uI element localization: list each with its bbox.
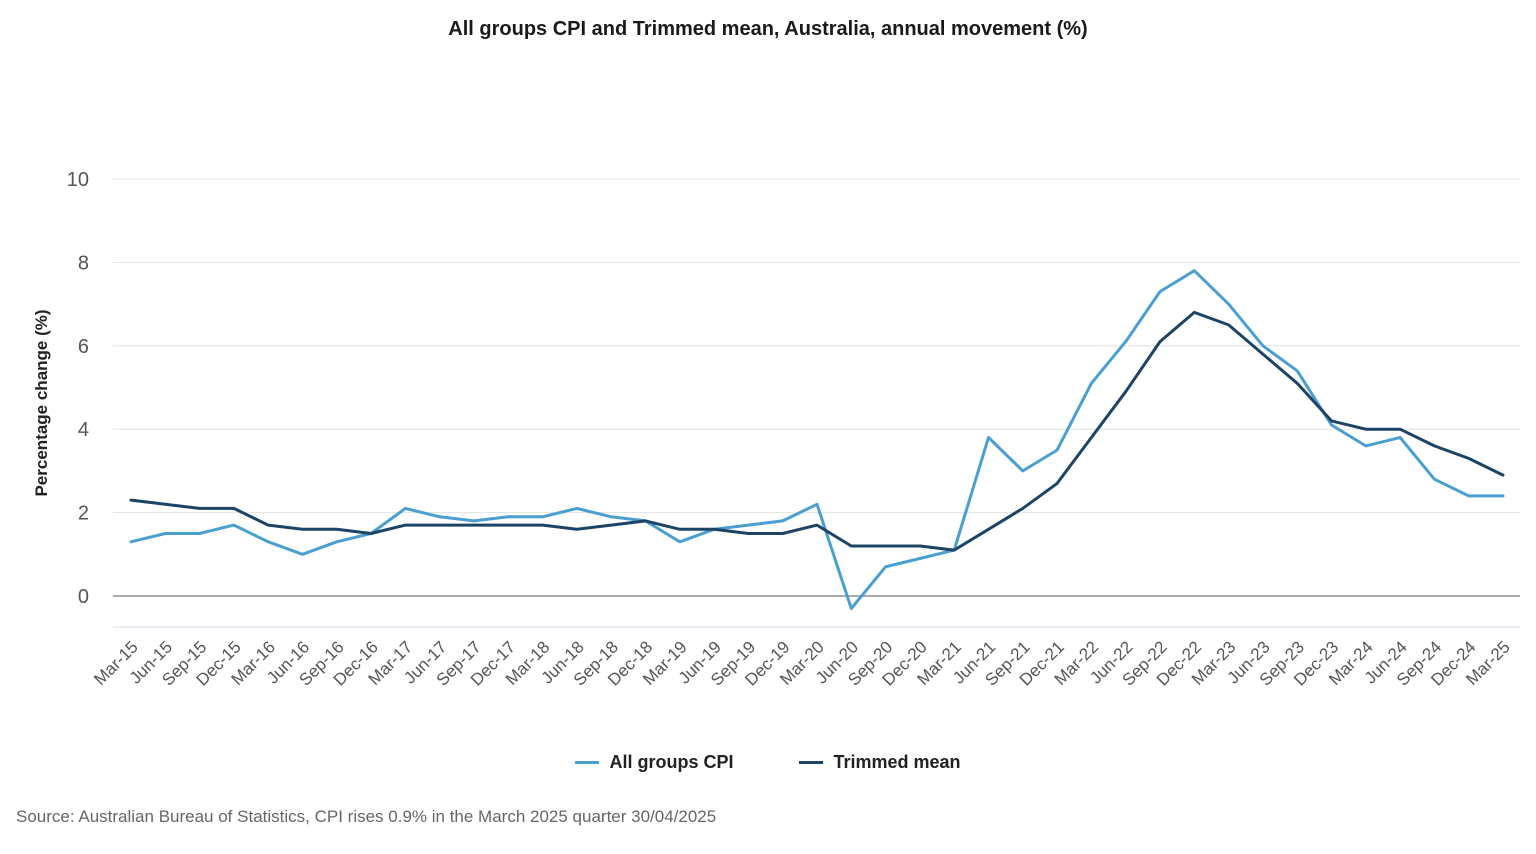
gridlines [113,178,1520,628]
y-tick-label: 4 [78,419,89,441]
trimmed-mean-point[interactable] [607,521,615,529]
trimmed-mean-point[interactable] [779,529,787,537]
cpi-point[interactable] [1225,300,1233,308]
trimmed-mean-point[interactable] [676,525,684,533]
cpi-point[interactable] [401,504,409,512]
trimmed-mean-point[interactable] [642,517,650,525]
cpi-point[interactable] [779,517,787,525]
trimmed-mean-point[interactable] [539,521,547,529]
trimmed-mean-point[interactable] [1190,308,1198,316]
trimmed-mean-point[interactable] [333,525,341,533]
trimmed-mean-point[interactable] [985,525,993,533]
cpi-point[interactable] [127,538,135,546]
trimmed-mean-point[interactable] [1362,425,1370,433]
trimmed-mean-point[interactable] [401,521,409,529]
trimmed-mean-point[interactable] [1225,321,1233,329]
trimmed-mean-point[interactable] [299,525,307,533]
cpi-point[interactable] [1465,492,1473,500]
trimmed-mean-point[interactable] [230,504,238,512]
cpi-point[interactable] [1293,367,1301,375]
legend-swatch-cpi [575,761,600,764]
cpi-point[interactable] [196,529,204,537]
series-line-cpi[interactable] [129,269,1505,610]
series-lines [127,267,1507,613]
cpi-point[interactable] [1019,467,1027,475]
trimmed-mean-point[interactable] [1019,504,1027,512]
trimmed-mean-point[interactable] [1122,388,1130,396]
cpi-point[interactable] [161,529,169,537]
y-tick-label: 2 [78,503,89,525]
cpi-point[interactable] [1053,446,1061,454]
cpi-point[interactable] [744,521,752,529]
legend-item-cpi[interactable]: All groups CPI [575,752,733,773]
trimmed-mean-point[interactable] [436,521,444,529]
cpi-point[interactable] [607,513,615,521]
chart-title: All groups CPI and Trimmed mean, Austral… [448,18,1088,40]
cpi-point[interactable] [539,513,547,521]
trimmed-mean-point[interactable] [127,496,135,504]
trimmed-mean-point[interactable] [264,521,272,529]
legend-label-trimmed-mean: Trimmed mean [833,752,961,772]
legend-item-trimmed-mean[interactable]: Trimmed mean [799,752,961,773]
trimmed-mean-point[interactable] [161,500,169,508]
cpi-point[interactable] [1122,338,1130,346]
cpi-point[interactable] [882,563,890,571]
cpi-point[interactable] [985,434,993,442]
trimmed-mean-point[interactable] [504,521,512,529]
trimmed-mean-point[interactable] [1499,471,1507,479]
source-note: Source: Australian Bureau of Statistics,… [16,807,717,826]
trimmed-mean-point[interactable] [1396,425,1404,433]
y-tick-label: 6 [78,336,89,358]
legend-swatch-trimmed-mean [799,761,824,764]
cpi-point[interactable] [504,513,512,521]
cpi-point[interactable] [1396,434,1404,442]
cpi-point[interactable] [847,605,855,613]
cpi-point[interactable] [1087,379,1095,387]
trimmed-mean-point[interactable] [710,525,718,533]
trimmed-mean-point[interactable] [1259,350,1267,358]
cpi-point[interactable] [1430,475,1438,483]
legend-label-cpi: All groups CPI [609,752,734,772]
cpi-point[interactable] [333,538,341,546]
trimmed-mean-point[interactable] [744,529,752,537]
trimmed-mean-point[interactable] [1156,338,1164,346]
trimmed-mean-point[interactable] [196,504,204,512]
cpi-point[interactable] [1156,288,1164,296]
trimmed-mean-point[interactable] [1465,454,1473,462]
cpi-point[interactable] [230,521,238,529]
trimmed-mean-point[interactable] [470,521,478,529]
trimmed-mean-point[interactable] [1430,442,1438,450]
trimmed-mean-point[interactable] [847,542,855,550]
y-tick-label: 8 [78,252,89,274]
y-axis-label: Percentage change (%) [32,309,51,496]
trimmed-mean-point[interactable] [1087,434,1095,442]
trimmed-mean-point[interactable] [916,542,924,550]
cpi-point[interactable] [1259,342,1267,350]
trimmed-mean-point[interactable] [950,546,958,554]
cpi-point[interactable] [813,500,821,508]
cpi-point[interactable] [1362,442,1370,450]
series-line-trimmed-mean[interactable] [129,310,1505,552]
trimmed-mean-point[interactable] [1293,379,1301,387]
cpi-point[interactable] [573,504,581,512]
trimmed-mean-point[interactable] [367,529,375,537]
cpi-point[interactable] [676,538,684,546]
cpi-point[interactable] [1190,267,1198,275]
cpi-point[interactable] [264,538,272,546]
x-axis-ticks: Mar-15Jun-15Sep-15Dec-15Mar-16Jun-16Sep-… [90,637,1514,689]
trimmed-mean-point[interactable] [1328,417,1336,425]
cpi-point[interactable] [436,513,444,521]
trimmed-mean-point[interactable] [573,525,581,533]
cpi-point[interactable] [916,554,924,562]
y-tick-label: 0 [78,586,89,608]
trimmed-mean-point[interactable] [882,542,890,550]
y-axis-ticks: 0 2 4 6 8 10 [67,169,89,608]
y-tick-label: 10 [67,169,89,191]
trimmed-mean-point[interactable] [813,521,821,529]
cpi-point[interactable] [1499,492,1507,500]
legend: All groups CPI Trimmed mean [0,752,1536,773]
cpi-point[interactable] [299,550,307,558]
trimmed-mean-point[interactable] [1053,479,1061,487]
